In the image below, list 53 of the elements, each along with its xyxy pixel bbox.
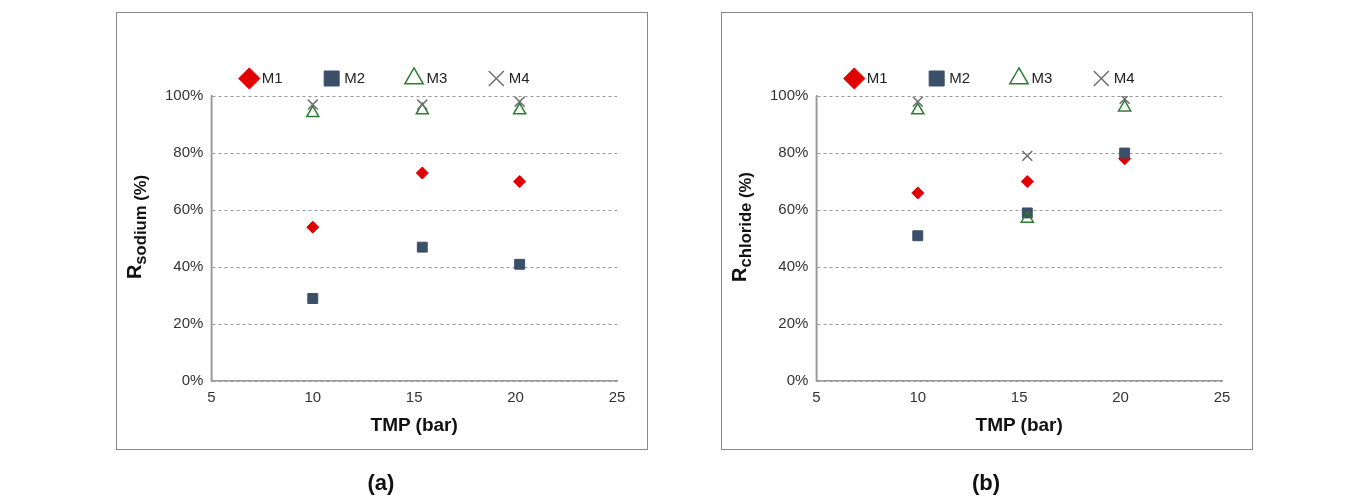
y-tick-label: 100%	[769, 86, 809, 104]
point	[512, 102, 527, 115]
legend-label: M4	[1113, 68, 1135, 86]
y-tick-label: 80%	[173, 143, 204, 161]
x-tick-label: 20	[1112, 388, 1129, 406]
point	[514, 258, 526, 270]
point	[912, 96, 924, 108]
y-tick-label: 20%	[173, 314, 204, 332]
x-tick-label: 10	[304, 388, 322, 406]
x-tick-label: 25	[608, 388, 626, 406]
x-tick-label: 15	[1010, 388, 1028, 406]
y-tick-label: 80%	[778, 143, 809, 161]
point	[305, 105, 320, 118]
point	[513, 96, 526, 108]
legend-label: M1	[261, 68, 283, 86]
x-axis-title: TMP (bar)	[975, 413, 1063, 435]
legend-label: M2	[949, 68, 971, 86]
point	[513, 175, 527, 189]
point	[1021, 150, 1033, 162]
y-tick-label: 0%	[786, 371, 809, 389]
legend-label: M2	[344, 68, 366, 86]
x-tick-label: 5	[207, 388, 216, 406]
x-tick-label: 10	[909, 388, 927, 406]
point	[415, 166, 429, 180]
y-tick-label: 100%	[164, 86, 204, 104]
y-tick-label: 20%	[778, 314, 809, 332]
point	[307, 98, 319, 111]
y-tick-label: 40%	[173, 257, 204, 275]
point	[415, 102, 430, 115]
x-tick-label: 20	[507, 388, 524, 406]
point	[306, 220, 320, 234]
y-tick-label: 40%	[778, 257, 809, 275]
legend-label: M3	[426, 68, 448, 86]
point	[1119, 147, 1131, 159]
y-tick-label: 60%	[173, 200, 204, 218]
text: (b)	[970, 470, 1002, 496]
point	[911, 186, 925, 200]
x-tick-label: 25	[1213, 388, 1231, 406]
y-tick-label: 60%	[778, 200, 809, 218]
point	[416, 241, 428, 253]
y-tick-label: 0%	[181, 371, 204, 389]
point	[1020, 175, 1034, 189]
legend-label: M1	[866, 68, 888, 86]
point	[416, 98, 428, 111]
point	[307, 293, 319, 304]
x-tick-label: 15	[405, 388, 423, 406]
legend-label: M3	[1031, 68, 1053, 86]
x-axis-title: TMP (bar)	[370, 413, 458, 435]
point	[912, 230, 924, 242]
x-tick-label: 5	[812, 388, 821, 406]
text: (a)	[366, 470, 396, 496]
legend-label: M4	[508, 68, 530, 86]
point	[910, 102, 925, 115]
